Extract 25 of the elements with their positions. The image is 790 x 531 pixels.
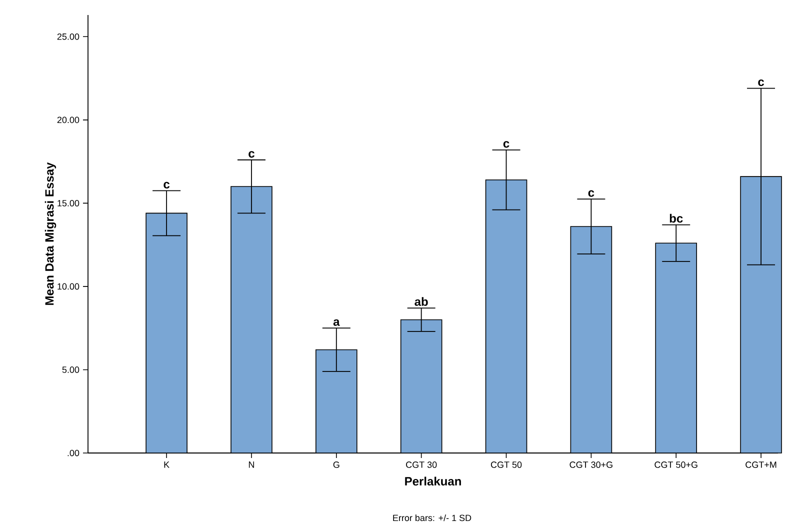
x-tick-label: G (333, 462, 340, 468)
y-tick-label: 25.00 (57, 33, 80, 40)
x-tick-label: CGT+M (746, 462, 776, 468)
y-tick-label: 5.00 (62, 366, 80, 373)
y-tick-label: 10.00 (58, 283, 80, 290)
annotation: a (333, 319, 340, 326)
y-tick-label: 20.00 (57, 116, 80, 124)
y-tick-label: .00 (68, 450, 80, 456)
annotation: c (758, 80, 764, 86)
x-tick-label: CGT 30+G (570, 462, 612, 468)
annotation: c (503, 141, 510, 148)
x-tick-label: CGT 50 (490, 462, 522, 468)
annotation: c (248, 151, 254, 158)
annotation: bc (670, 214, 683, 223)
x-tick-label: CGT 30 (406, 462, 437, 468)
annotation: c (164, 182, 170, 189)
y-axis-title: Mean Data Migrasi Essay (44, 162, 56, 305)
text: Error bars: +/- 1 SD (393, 514, 472, 522)
x-axis-title: Perlakuan (405, 476, 461, 486)
y-tick-label: 15.00 (58, 200, 80, 206)
x-tick-label: CGT 50+G (654, 462, 698, 468)
annotation: c (588, 190, 594, 197)
annotation: ab (414, 297, 428, 306)
x-tick-label: K (164, 462, 170, 468)
x-tick-label: N (248, 462, 254, 468)
